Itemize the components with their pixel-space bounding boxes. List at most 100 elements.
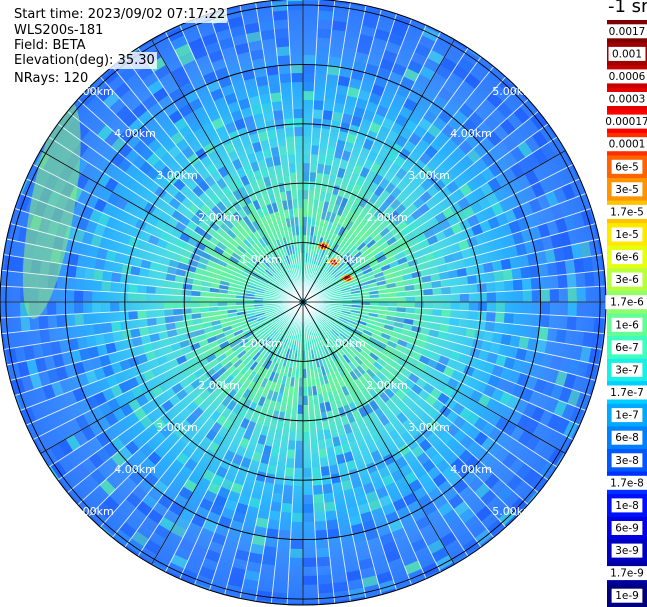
range-gate-cell — [481, 436, 496, 452]
range-gate-cell — [252, 351, 261, 362]
range-gate-cell — [512, 384, 526, 399]
range-gate-cell — [363, 235, 373, 246]
range-gate-cell — [432, 308, 442, 317]
range-gate-cell — [373, 208, 384, 219]
range-gate-cell — [297, 404, 303, 414]
range-gate-cell — [292, 109, 303, 119]
range-gate-cell — [272, 110, 284, 121]
range-gate-cell — [111, 136, 127, 153]
colorbar-label-bg — [611, 543, 643, 558]
range-gate-cell — [585, 362, 598, 380]
colorbar-tick-label: 6e-6 — [615, 252, 639, 264]
range-gate-cell — [272, 483, 284, 494]
range-gate-cell — [119, 358, 132, 372]
range-gate-cell — [179, 232, 191, 243]
range-gate-cell — [355, 98, 369, 110]
range-gate-cell — [95, 447, 111, 464]
range-gate-cell — [191, 312, 202, 320]
range-gate-cell — [226, 229, 237, 240]
range-gate-cell — [410, 51, 428, 66]
range-gate-cell — [321, 420, 330, 431]
range-gate-cell — [239, 257, 249, 266]
range-gate-cell — [545, 190, 559, 207]
range-gate-cell — [449, 277, 460, 287]
range-gate-cell — [421, 562, 440, 577]
range-gate-cell — [286, 145, 296, 155]
range-gate-cell — [26, 359, 39, 376]
range-gate-cell — [375, 486, 389, 499]
range-gate-cell — [236, 302, 246, 306]
ray-line — [306, 192, 587, 302]
range-gate-cell — [315, 547, 330, 558]
range-gate-cell — [421, 275, 432, 284]
range-gate-cell — [90, 356, 103, 370]
range-gate-cell — [359, 314, 369, 320]
range-gate-cell — [41, 342, 53, 358]
range-gate-cell — [167, 266, 178, 275]
range-gate-cell — [198, 256, 209, 266]
range-gate-cell — [558, 386, 573, 404]
range-gate-cell — [146, 285, 156, 295]
ray-line — [6, 238, 300, 302]
range-gate-cell — [254, 150, 265, 162]
range-gate-cell — [35, 357, 47, 373]
ray-line — [306, 163, 574, 301]
range-gate-cell — [221, 396, 232, 408]
range-gate-cell — [432, 473, 448, 488]
range-gate-cell — [93, 198, 107, 213]
range-gate-cell — [503, 312, 514, 325]
range-gate-cell — [527, 252, 539, 267]
range-gate-cell — [312, 109, 324, 119]
range-gate-cell — [537, 222, 551, 239]
range-gate-cell — [170, 554, 188, 569]
range-gate-cell — [369, 352, 379, 362]
range-gate-cell — [195, 241, 206, 252]
range-gate-cell — [105, 342, 117, 355]
range-gate-cell — [484, 321, 495, 333]
range-gate-cell — [220, 478, 234, 491]
range-gate-cell — [81, 425, 96, 442]
range-gate-cell — [504, 380, 517, 396]
range-gate-cell — [168, 197, 181, 210]
range-ring-label: 5.00km — [492, 505, 534, 518]
range-gate-cell — [315, 421, 324, 432]
range-gate-cell — [191, 173, 205, 186]
range-gate-cell — [441, 465, 457, 480]
range-gate-cell — [289, 548, 303, 558]
range-gate-cell — [489, 342, 501, 355]
ray-line — [302, 305, 320, 605]
range-gate-cell — [290, 64, 303, 74]
colorbar-tick-label: 1.7e-7 — [610, 387, 644, 399]
range-gate-cell — [349, 391, 359, 402]
range-ring-label: 2.00km — [366, 379, 408, 392]
range-gate-cell — [268, 83, 281, 94]
range-gate-cell — [256, 314, 266, 320]
ray-line — [32, 303, 300, 441]
range-gate-cell — [368, 181, 379, 193]
range-gate-cell — [407, 59, 424, 74]
ray-line — [255, 2, 303, 299]
range-gate-cell — [427, 124, 442, 138]
range-gate-cell — [153, 524, 171, 540]
range-gate-cell — [153, 480, 169, 495]
range-gate-cell — [470, 389, 483, 403]
range-gate-cell — [341, 150, 352, 162]
ray-line — [124, 56, 301, 300]
range-gate-cell — [528, 197, 542, 214]
range-gate-cell — [411, 383, 423, 396]
range-gate-cell — [376, 237, 387, 247]
range-gate-cell — [147, 509, 164, 525]
range-gate-cell — [427, 539, 445, 555]
range-gate-cell — [85, 370, 98, 385]
ray-line — [306, 207, 592, 302]
range-gate-cell — [74, 313, 85, 326]
range-gate-cell — [246, 358, 256, 369]
range-gate-cell — [396, 236, 408, 246]
ray-line — [304, 305, 469, 557]
range-gate-cell — [419, 65, 436, 81]
range-gate-cell — [555, 217, 568, 234]
range-gate-cell — [200, 306, 210, 313]
range-gate-cell — [264, 269, 274, 277]
range-gate-cell — [218, 302, 228, 307]
range-gate-cell — [459, 293, 469, 302]
